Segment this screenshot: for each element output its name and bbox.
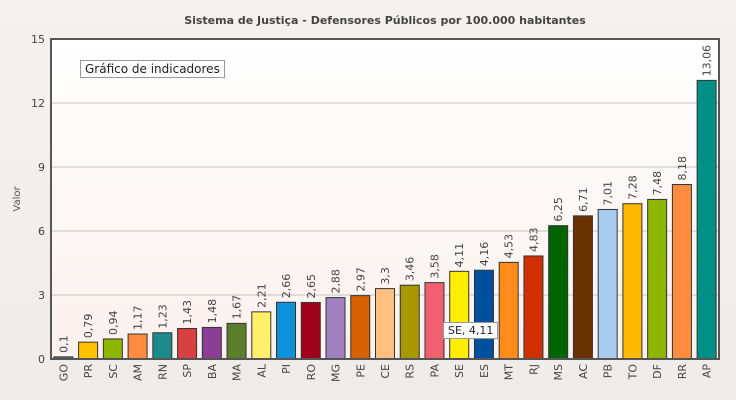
y-tick-label: 0: [38, 353, 45, 366]
x-tick-label: AP: [701, 364, 714, 379]
x-tick-label: DF: [651, 364, 664, 379]
bar: [647, 198, 668, 360]
y-tick-label: 3: [38, 289, 45, 302]
bar: [548, 225, 569, 360]
x-tick-label: SC: [107, 364, 120, 379]
x-tick-label: PI: [280, 364, 293, 374]
chart-title: Sistema de Justiça - Defensores Públicos…: [184, 14, 586, 27]
data-label: 0,94: [107, 310, 120, 335]
bar: [102, 338, 123, 360]
x-tick-label: MA: [231, 364, 244, 381]
y-tick-label: 9: [38, 161, 45, 174]
x-tick-label: RJ: [527, 364, 540, 375]
x-tick-label: AM: [132, 364, 145, 381]
x-tick-label: GO: [57, 364, 70, 382]
bar: [152, 332, 173, 360]
data-label: 2,97: [354, 267, 367, 292]
bar: [325, 297, 346, 360]
data-label: 6,71: [577, 187, 590, 212]
x-tick-label: TO: [626, 364, 639, 381]
data-label: 4,83: [527, 227, 540, 252]
data-label: 3,3: [379, 267, 392, 285]
data-label: 7,28: [626, 175, 639, 200]
plot-border: [50, 38, 720, 360]
x-tick-label: PA: [428, 364, 441, 378]
x-tick-label: RN: [156, 364, 169, 380]
x-tick-label: SP: [181, 364, 194, 378]
bar: [671, 183, 692, 360]
data-label: 7,01: [602, 181, 615, 206]
data-label: 6,25: [552, 197, 565, 222]
bar: [177, 327, 198, 360]
bar: [473, 269, 494, 360]
y-tick-label: 12: [31, 97, 45, 110]
x-tick-label: MT: [503, 364, 516, 380]
x-tick-label: AC: [577, 364, 590, 379]
x-tick-label: PB: [602, 364, 615, 378]
chart-tooltip-title: Gráfico de indicadores: [80, 60, 225, 78]
data-label: 4,11: [453, 243, 466, 268]
data-label: 0,79: [82, 314, 95, 339]
data-label: 13,06: [701, 45, 714, 77]
data-label: 1,43: [181, 300, 194, 325]
x-tick-label: RR: [676, 364, 689, 380]
data-label: 8,18: [676, 156, 689, 181]
bar: [498, 261, 519, 360]
data-point-tooltip: SE, 4,11: [443, 322, 499, 339]
bar: [300, 301, 321, 360]
x-tick-label: PE: [354, 364, 367, 378]
y-tick-label: 15: [31, 33, 45, 46]
data-label: 4,53: [503, 234, 516, 259]
bar: [78, 341, 99, 360]
data-label: 4,16: [478, 242, 491, 267]
data-label: 1,17: [132, 306, 145, 331]
bar: [226, 322, 247, 360]
x-tick-label: PR: [82, 364, 95, 379]
bar: [276, 301, 297, 360]
bar: [572, 215, 593, 360]
bar: [350, 295, 371, 360]
x-tick-label: MS: [552, 364, 565, 380]
data-label: 1,48: [206, 299, 219, 324]
x-tick-label: RS: [404, 364, 417, 379]
x-tick-label: MG: [330, 364, 343, 382]
bar: [449, 270, 470, 360]
data-label: 3,58: [428, 254, 441, 279]
data-label: 2,66: [280, 274, 293, 299]
bar: [523, 255, 544, 360]
data-label: 2,88: [330, 269, 343, 294]
data-label: 1,67: [231, 295, 244, 320]
x-tick-label: BA: [206, 364, 219, 380]
bar: [622, 203, 643, 360]
data-label: 2,21: [255, 283, 268, 308]
bar: [251, 311, 272, 360]
x-tick-label: RO: [305, 364, 318, 381]
bar: [424, 282, 445, 360]
x-tick-label: SE: [453, 364, 466, 378]
x-tick-label: CE: [379, 364, 392, 379]
bar: [127, 333, 148, 360]
data-label: 0,1: [57, 335, 70, 353]
y-axis-label: Valor: [12, 186, 23, 212]
bar: [399, 284, 420, 360]
bar: [696, 79, 717, 360]
data-label: 3,46: [404, 257, 417, 282]
data-label: 2,65: [305, 274, 318, 299]
x-tick-label: AL: [255, 363, 268, 378]
data-label: 1,23: [156, 304, 169, 329]
bar: [597, 208, 618, 360]
bar: [375, 288, 395, 360]
x-tick-label: ES: [478, 364, 491, 378]
y-tick-label: 6: [38, 225, 45, 238]
data-label: 7,48: [651, 171, 664, 196]
bar: [201, 326, 222, 360]
